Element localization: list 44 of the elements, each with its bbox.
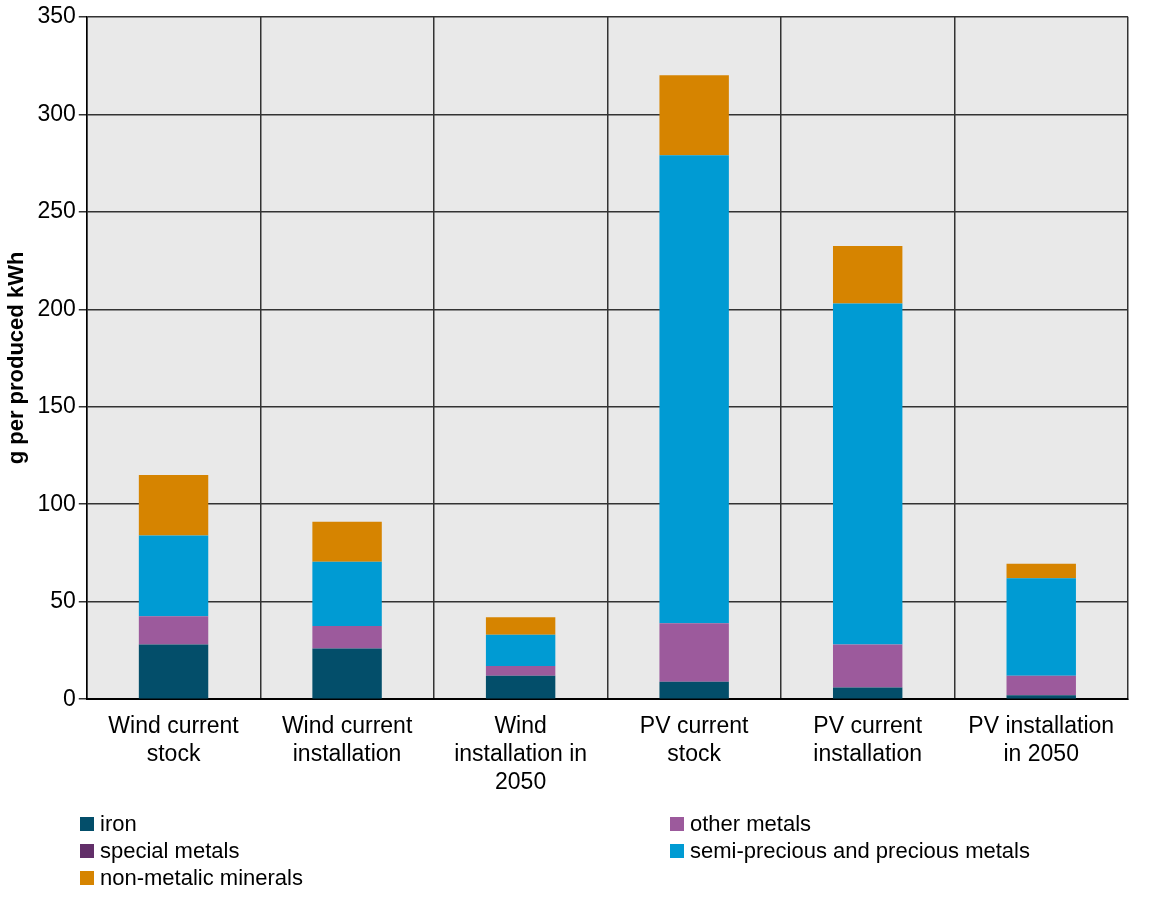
bar (138, 474, 209, 536)
y-tick-label: 250 (37, 197, 76, 224)
legend-label: semi-precious and precious metals (690, 837, 1030, 864)
bar (312, 521, 382, 562)
bar (138, 535, 209, 617)
y-tick-label: 150 (37, 392, 76, 419)
legend-label: special metals (100, 837, 240, 864)
bar (1006, 695, 1076, 699)
bar (832, 245, 903, 304)
x-tick-label: Wind installation in 2050 (454, 712, 588, 794)
bar (659, 623, 729, 682)
y-tick-label: 100 (37, 489, 76, 516)
y-tick-label: 0 (62, 684, 76, 711)
x-tick-label: PV installation in 2050 (968, 712, 1115, 766)
y-tick-label: 200 (37, 294, 76, 321)
bar (1006, 675, 1076, 696)
bar (659, 681, 729, 699)
bar (659, 155, 729, 624)
bar (312, 561, 382, 627)
bar (138, 616, 209, 645)
x-tick-label: PV current stock (639, 712, 750, 766)
bar (832, 303, 903, 645)
y-tick-label: 300 (37, 99, 76, 126)
bar (485, 675, 556, 699)
x-tick-label: Wind current installation (281, 712, 413, 766)
bar (659, 75, 729, 156)
bar (832, 644, 903, 688)
y-tick-label: 50 (50, 587, 76, 614)
bar (485, 634, 556, 667)
bar (1006, 578, 1076, 676)
y-axis-title: g per produced kWh (3, 251, 29, 465)
legend-label: non-metalic minerals (100, 864, 303, 891)
bar (138, 644, 209, 699)
bar (312, 648, 382, 699)
x-tick-label: PV current installation (813, 712, 923, 766)
legend-label: other metals (690, 810, 812, 837)
bar (485, 666, 556, 676)
legend-label: iron (100, 810, 137, 837)
y-tick-label: 350 (37, 2, 76, 29)
bar (832, 687, 903, 699)
x-tick-label: Wind current stock (108, 712, 240, 766)
bar (1006, 563, 1076, 579)
bar (312, 626, 382, 649)
bar (485, 617, 556, 635)
